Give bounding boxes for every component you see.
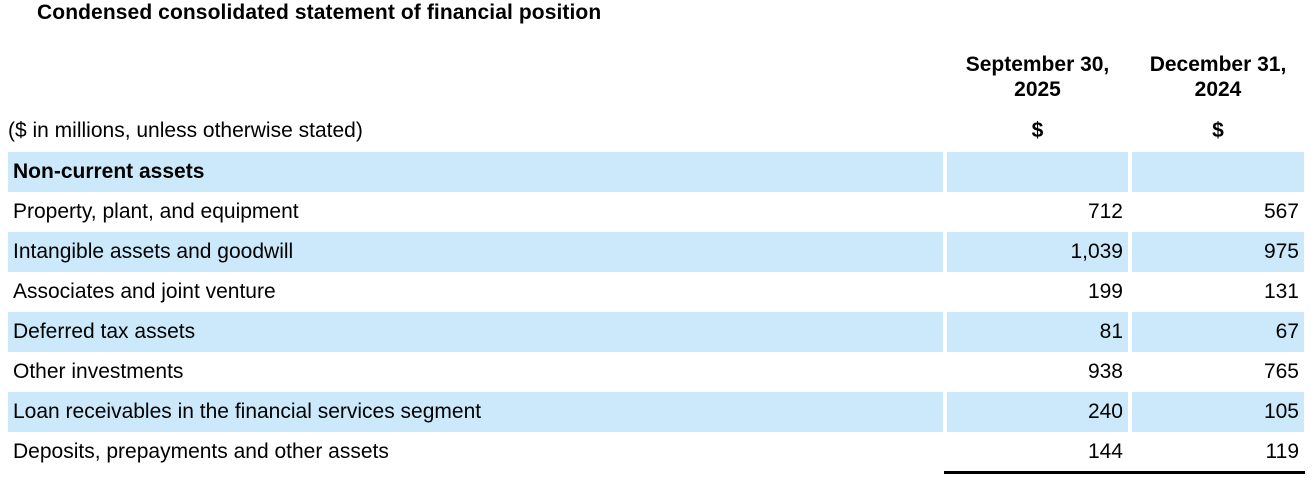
value-sep-2025: 199 bbox=[943, 272, 1128, 312]
column-header-dec-2024: December 31, 2024 bbox=[1128, 48, 1304, 110]
value-dec-2024: 975 bbox=[1128, 232, 1304, 272]
units-row: ($ in millions, unless otherwise stated)… bbox=[8, 110, 1304, 152]
section-header-value-spacer bbox=[1128, 152, 1304, 192]
row-label: Associates and joint venture bbox=[13, 280, 276, 303]
row-label: Deferred tax assets bbox=[8, 312, 943, 352]
value-dec-2024: 105 bbox=[1128, 392, 1304, 432]
value-sep-2025: 1,039 bbox=[943, 232, 1128, 272]
table-row: Deferred tax assets 81 67 bbox=[8, 312, 1304, 352]
row-label: Property, plant, and equipment bbox=[13, 200, 299, 223]
table-row: Intangible assets and goodwill 1,039 975 bbox=[8, 232, 1304, 272]
value-dec-2024: 131 bbox=[1128, 272, 1304, 312]
column-header-sep-2025: September 30, 2025 bbox=[943, 48, 1128, 110]
value-sep-2025: 712 bbox=[943, 192, 1128, 232]
section-header-value-spacer bbox=[943, 152, 1128, 192]
table-row: Loan receivables in the financial servic… bbox=[8, 392, 1304, 432]
value-sep-2025: 81 bbox=[943, 312, 1128, 352]
header-label-spacer bbox=[8, 48, 943, 110]
table-header-row: September 30, 2025 December 31, 2024 bbox=[8, 48, 1304, 110]
row-label: Other investments bbox=[13, 360, 184, 383]
currency-symbol-2024: $ bbox=[1128, 110, 1304, 152]
table-bottom-rule bbox=[944, 471, 1305, 474]
section-header-label: Non-current assets bbox=[8, 152, 943, 192]
table-row: Associates and joint venture 199 131 bbox=[8, 272, 1304, 312]
column-header-date-line1: September 30, bbox=[965, 53, 1110, 76]
currency-symbol-2025: $ bbox=[943, 110, 1128, 152]
table-row: Property, plant, and equipment 712 567 bbox=[8, 192, 1304, 232]
row-label: Deposits, prepayments and other assets bbox=[13, 440, 389, 463]
table-row: Deposits, prepayments and other assets 1… bbox=[8, 432, 1304, 472]
row-label: Intangible assets and goodwill bbox=[8, 232, 943, 272]
value-sep-2025: 938 bbox=[943, 352, 1128, 392]
units-note: ($ in millions, unless otherwise stated) bbox=[8, 119, 363, 142]
value-sep-2025: 144 bbox=[943, 432, 1128, 472]
column-header-date-line2: 2025 bbox=[1014, 78, 1061, 101]
page-title: Condensed consolidated statement of fina… bbox=[37, 1, 602, 24]
table-row: Other investments 938 765 bbox=[8, 352, 1304, 392]
section-header-row: Non-current assets bbox=[8, 152, 1304, 192]
column-header-date-line1: December 31, bbox=[1149, 53, 1287, 76]
value-dec-2024: 119 bbox=[1128, 432, 1304, 472]
financial-position-table: September 30, 2025 December 31, 2024 ($ … bbox=[8, 48, 1304, 472]
value-sep-2025: 240 bbox=[943, 392, 1128, 432]
value-dec-2024: 67 bbox=[1128, 312, 1304, 352]
column-header-date-line2: 2024 bbox=[1194, 78, 1242, 101]
row-label: Loan receivables in the financial servic… bbox=[8, 392, 943, 432]
value-dec-2024: 765 bbox=[1128, 352, 1304, 392]
value-dec-2024: 567 bbox=[1128, 192, 1304, 232]
